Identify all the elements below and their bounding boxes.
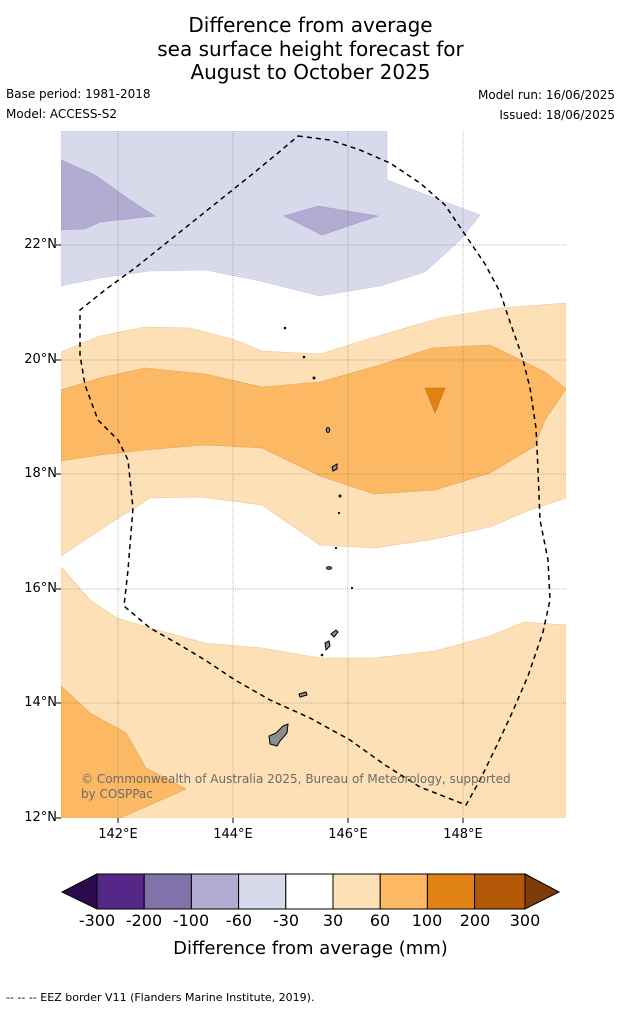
island bbox=[331, 463, 338, 472]
colorbar-title: Difference from average (mm) bbox=[173, 938, 448, 959]
colorbar-extend-high bbox=[524, 873, 561, 910]
island bbox=[338, 494, 342, 498]
lat-label-14: 14°N bbox=[24, 695, 57, 710]
copyright-notice: © Commonwealth of Australia 2025, Bureau… bbox=[81, 772, 511, 801]
lat-label-16: 16°N bbox=[24, 581, 57, 596]
colorbar-tick: 30 bbox=[322, 911, 344, 930]
colorbar-swatch bbox=[143, 873, 192, 910]
colorbar-tick: 200 bbox=[459, 911, 491, 930]
island bbox=[312, 376, 316, 380]
contour-100-200 bbox=[424, 387, 446, 414]
eez-legend-footer: -- -- -- EEZ border V11 (Flanders Marine… bbox=[6, 991, 315, 1004]
island-saipan bbox=[330, 629, 339, 638]
island bbox=[350, 586, 354, 590]
island bbox=[302, 355, 306, 359]
colorbar-swatch bbox=[96, 873, 145, 910]
model-run-label: Model run: 16/06/2025 bbox=[477, 88, 615, 102]
contour-neg-100-60-east bbox=[283, 205, 379, 236]
island bbox=[337, 511, 341, 515]
colorbar-tick: -30 bbox=[272, 911, 300, 930]
island bbox=[325, 427, 331, 433]
island bbox=[326, 566, 332, 570]
island bbox=[283, 326, 287, 330]
colorbar-swatch bbox=[332, 873, 381, 910]
lon-label-148: 148°E bbox=[443, 827, 483, 842]
island-rota bbox=[298, 691, 308, 698]
colorbar-tick: -300 bbox=[78, 911, 116, 930]
title-line-1: Difference from average bbox=[188, 13, 433, 37]
colorbar-tick: -100 bbox=[172, 911, 210, 930]
colorbar-swatch bbox=[238, 873, 287, 910]
colorbar-swatch bbox=[285, 873, 334, 910]
colorbar-tick: -60 bbox=[225, 911, 253, 930]
lon-label-146: 146°E bbox=[328, 827, 368, 842]
chart-title: Difference from average sea surface heig… bbox=[0, 13, 621, 85]
map-plot-area bbox=[61, 131, 566, 818]
colorbar-swatch bbox=[426, 873, 476, 910]
issued-label: Issued: 18/06/2025 bbox=[499, 108, 615, 122]
island-guam bbox=[268, 723, 289, 747]
colorbar bbox=[60, 873, 561, 910]
island bbox=[320, 653, 324, 657]
lat-label-18: 18°N bbox=[24, 466, 57, 481]
island bbox=[334, 546, 338, 550]
colorbar-tick: -200 bbox=[125, 911, 163, 930]
colorbar-extend-low bbox=[60, 873, 98, 910]
colorbar-tick: 300 bbox=[509, 911, 541, 930]
eez-border bbox=[79, 135, 551, 806]
contour-neg-100-60-west bbox=[61, 159, 156, 231]
lat-label-12: 12°N bbox=[24, 810, 57, 825]
contour-30-60-south bbox=[61, 566, 566, 818]
gridlines bbox=[61, 131, 566, 818]
colorbar-swatch bbox=[474, 873, 526, 910]
contour-60-100-central bbox=[61, 344, 566, 495]
contour-neg-60-30 bbox=[61, 131, 481, 297]
island-tinian bbox=[324, 640, 331, 652]
model-label: Model: ACCESS-S2 bbox=[6, 107, 118, 121]
axis-ticks bbox=[56, 244, 464, 823]
lat-label-22: 22°N bbox=[24, 237, 57, 252]
lon-label-144: 144°E bbox=[213, 827, 253, 842]
colorbar-swatch bbox=[379, 873, 428, 910]
land-islands bbox=[268, 326, 354, 747]
colorbar-tick: 60 bbox=[369, 911, 391, 930]
title-line-3: August to October 2025 bbox=[190, 60, 431, 84]
colorbar-tick: 100 bbox=[411, 911, 443, 930]
lon-label-142: 142°E bbox=[98, 827, 138, 842]
colorbar-swatch bbox=[190, 873, 240, 910]
lat-label-20: 20°N bbox=[24, 352, 57, 367]
contour-60-100-southwest bbox=[61, 685, 187, 818]
title-line-2: sea surface height forecast for bbox=[157, 36, 464, 61]
base-period-label: Base period: 1981-2018 bbox=[6, 87, 151, 101]
